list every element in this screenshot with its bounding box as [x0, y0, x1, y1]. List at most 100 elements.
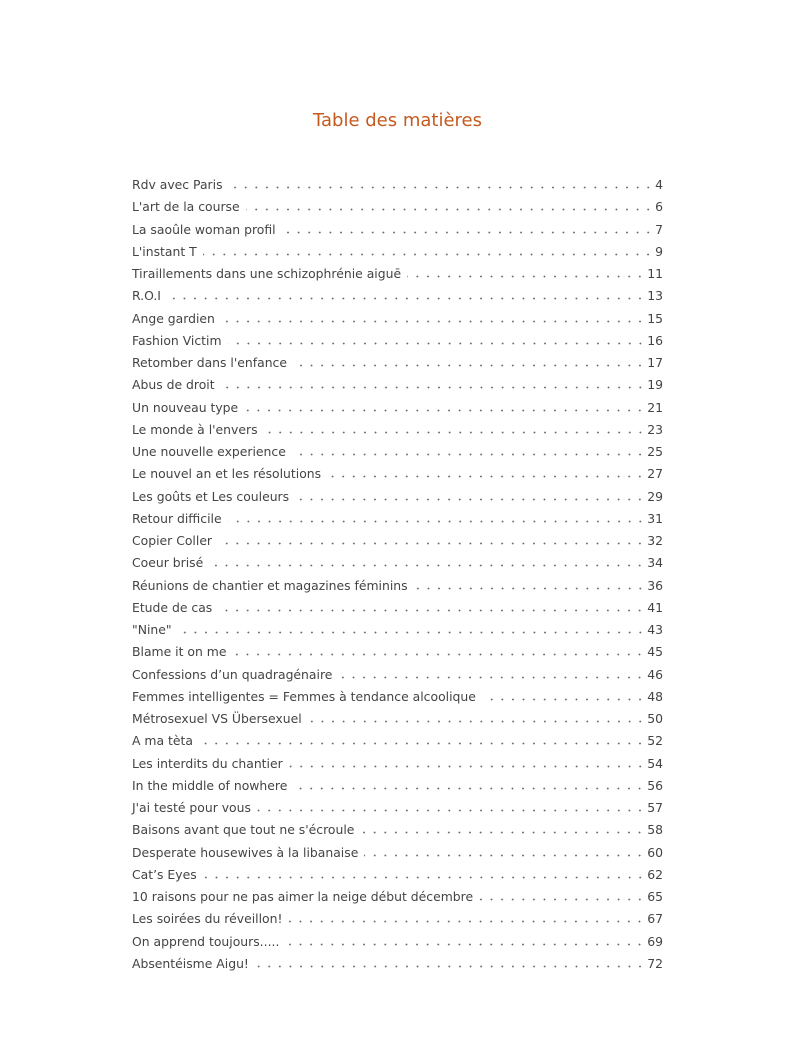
- toc-entry-page-number: 72: [647, 955, 663, 971]
- toc-entry[interactable]: Une nouvelle experience 25: [132, 444, 663, 466]
- toc-entry[interactable]: Retomber dans l'enfance 17: [132, 355, 663, 377]
- toc-entry[interactable]: Abus de droit 19: [132, 377, 663, 399]
- toc-entry-page-number: 29: [647, 488, 663, 504]
- toc-entry-page-number: 43: [647, 622, 663, 637]
- dot-leader: [198, 742, 646, 746]
- dot-leader: [364, 853, 646, 857]
- toc-entry[interactable]: Confessions d’un quadragénaire 46: [132, 667, 663, 689]
- dot-leader: [407, 275, 646, 278]
- dot-leader: [220, 319, 646, 323]
- toc-entry[interactable]: Blame it on me 45: [132, 644, 663, 666]
- toc-entry-page-number: 56: [647, 777, 663, 793]
- toc-entry[interactable]: Retour difficile 31: [132, 511, 663, 533]
- table-of-contents: Rdv avec Paris 4 L'art de la course 6 La sao…: [132, 177, 663, 978]
- toc-entry[interactable]: Fashion Victim 16: [132, 333, 663, 355]
- toc-entry[interactable]: 10 raisons pour ne pas aimer la neige dé…: [132, 889, 663, 911]
- dot-leader: [360, 831, 646, 835]
- toc-entry-title: Les soirées du réveillon!: [132, 911, 283, 927]
- toc-entry-title: L'instant T: [132, 243, 197, 259]
- toc-entry[interactable]: Copier Coller 32: [132, 533, 663, 555]
- toc-entry[interactable]: A ma tèta 52: [132, 733, 663, 755]
- toc-entry-title: "Nine": [132, 622, 172, 637]
- toc-entry-title: Un nouveau type: [132, 399, 239, 415]
- toc-entry[interactable]: Les goûts et Les couleurs 29: [132, 489, 663, 511]
- toc-entry[interactable]: Les interdits du chantier 54: [132, 756, 663, 778]
- dot-leader: [177, 631, 646, 634]
- toc-entry[interactable]: J'ai testé pour vous 57: [132, 800, 663, 822]
- toc-entry-page-number: 11: [647, 266, 663, 281]
- toc-entry-title: Rdv avec Paris: [132, 177, 223, 192]
- dot-leader: [166, 297, 646, 301]
- toc-entry[interactable]: L'instant T 9: [132, 244, 663, 266]
- toc-entry-page-number: 21: [647, 399, 663, 415]
- toc-entry[interactable]: Absentéisme Aigu! 72: [132, 956, 663, 978]
- toc-entry-title: Le monde à l'envers: [132, 421, 258, 437]
- toc-entry-page-number: 60: [647, 844, 663, 860]
- toc-entry[interactable]: In the middle of nowhere 56: [132, 778, 663, 800]
- toc-entry-page-number: 36: [647, 577, 663, 593]
- toc-entry[interactable]: Un nouveau type 21: [132, 400, 663, 422]
- toc-entry-title: Les goûts et Les couleurs: [132, 488, 290, 504]
- toc-entry[interactable]: R.O.I 13: [132, 288, 663, 310]
- toc-entry-title: L'art de la course: [132, 199, 240, 215]
- toc-entry-page-number: 50: [647, 711, 663, 726]
- dot-leader: [285, 942, 646, 946]
- toc-entry-title: Femmes intelligentes = Femmes à tendance…: [132, 688, 476, 704]
- toc-entry-page-number: 13: [647, 288, 663, 304]
- toc-entry-page-number: 34: [647, 555, 663, 571]
- toc-entry[interactable]: "Nine" 43: [132, 622, 663, 644]
- toc-entry[interactable]: Métrosexuel VS Übersexuel 50: [132, 711, 663, 733]
- toc-entry[interactable]: Femmes intelligentes = Femmes à tendance…: [132, 689, 663, 711]
- toc-entry[interactable]: Réunions de chantier et magazines fémini…: [132, 578, 663, 600]
- dot-leader: [295, 497, 646, 501]
- toc-entry-title: Baisons avant que tout ne s'écroule: [132, 822, 355, 838]
- toc-entry[interactable]: Le monde à l'envers 23: [132, 422, 663, 444]
- toc-entry-page-number: 16: [647, 332, 663, 348]
- dot-leader: [227, 341, 646, 345]
- toc-entry-page-number: 15: [647, 310, 663, 326]
- toc-entry[interactable]: Rdv avec Paris 4: [132, 177, 663, 199]
- toc-entry-page-number: 7: [655, 221, 663, 237]
- toc-entry[interactable]: Baisons avant que tout ne s'écroule 58: [132, 822, 663, 844]
- toc-entry-page-number: 67: [647, 911, 663, 927]
- toc-entry-page-number: 48: [647, 688, 663, 704]
- dot-leader: [479, 898, 646, 901]
- toc-entry-page-number: 32: [647, 533, 663, 548]
- toc-entry-title: Abus de droit: [132, 377, 215, 393]
- dot-leader: [291, 453, 646, 456]
- dot-leader: [307, 720, 646, 723]
- toc-entry[interactable]: Cat’s Eyes 62: [132, 867, 663, 889]
- dot-leader: [292, 364, 646, 367]
- toc-entry[interactable]: On apprend toujours..... 69: [132, 934, 663, 956]
- toc-entry[interactable]: Etude de cas 41: [132, 600, 663, 622]
- toc-entry-page-number: 54: [647, 755, 663, 771]
- toc-entry-title: Absentéisme Aigu!: [132, 955, 249, 971]
- toc-entry[interactable]: Desperate housewives à la libanaise 60: [132, 845, 663, 867]
- dot-leader: [232, 653, 646, 657]
- toc-entry-page-number: 62: [647, 866, 663, 882]
- toc-entry[interactable]: Coeur brisé 34: [132, 555, 663, 577]
- toc-entry-page-number: 19: [647, 377, 663, 393]
- toc-entry-title: Cat’s Eyes: [132, 866, 197, 882]
- toc-entry-title: Blame it on me: [132, 644, 227, 660]
- toc-entry[interactable]: Tiraillements dans une schizophrénie aig…: [132, 266, 663, 288]
- dot-leader: [256, 809, 646, 812]
- toc-entry[interactable]: Les soirées du réveillon! 67: [132, 911, 663, 933]
- dot-leader: [220, 386, 646, 390]
- dot-leader: [244, 408, 646, 412]
- toc-entry[interactable]: Ange gardien 15: [132, 311, 663, 333]
- toc-entry[interactable]: Le nouvel an et les résolutions 27: [132, 466, 663, 488]
- toc-entry-title: Métrosexuel VS Übersexuel: [132, 711, 302, 726]
- toc-entry[interactable]: La saoûle woman profil 7: [132, 222, 663, 244]
- toc-entry-title: Une nouvelle experience: [132, 444, 286, 459]
- toc-entry-title: La saoûle woman profil: [132, 221, 276, 237]
- toc-entry-title: A ma tèta: [132, 733, 193, 749]
- toc-entry-page-number: 6: [655, 199, 663, 215]
- toc-entry-page-number: 4: [655, 177, 663, 192]
- dot-leader: [481, 697, 646, 701]
- toc-entry-title: 10 raisons pour ne pas aimer la neige dé…: [132, 889, 474, 904]
- toc-entry[interactable]: L'art de la course 6: [132, 199, 663, 221]
- toc-entry-page-number: 27: [647, 466, 663, 482]
- dot-leader: [218, 608, 646, 612]
- toc-entry-page-number: 9: [655, 243, 663, 259]
